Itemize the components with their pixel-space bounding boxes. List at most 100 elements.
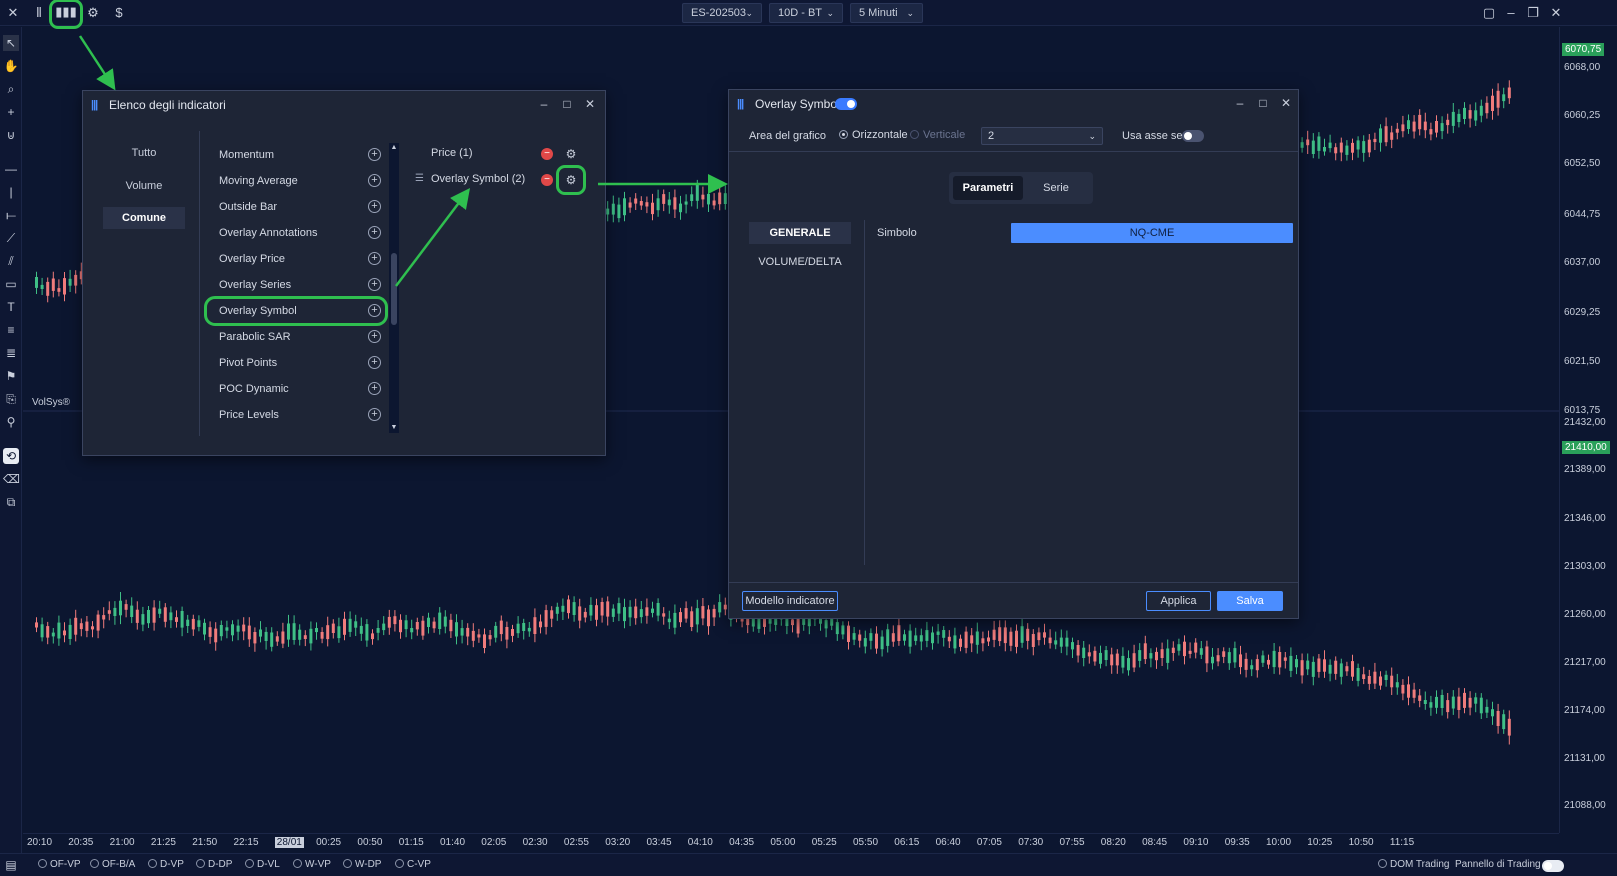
- maximize-icon[interactable]: □: [1259, 96, 1267, 110]
- indicator-item[interactable]: Parabolic SAR +: [207, 325, 385, 349]
- sec-axis-toggle[interactable]: [1182, 130, 1204, 142]
- add-icon[interactable]: +: [368, 330, 381, 343]
- minimize-icon[interactable]: –: [540, 97, 548, 111]
- measure-icon[interactable]: ⚲: [6, 415, 16, 429]
- add-icon[interactable]: +: [368, 304, 381, 317]
- apply-button[interactable]: Applica: [1146, 591, 1211, 611]
- added-indicator-overlay-symbol[interactable]: ☰ Overlay Symbol (2) − ⚙: [413, 165, 586, 195]
- vertical-line-icon[interactable]: |: [9, 185, 13, 199]
- save-button[interactable]: Salva: [1217, 591, 1283, 611]
- rectangle-icon[interactable]: ▭: [5, 277, 17, 291]
- zoom-icon[interactable]: ⌕: [7, 82, 15, 96]
- add-icon[interactable]: +: [368, 148, 381, 161]
- dollar-icon[interactable]: $: [115, 5, 123, 20]
- scrollbar[interactable]: ▲ ▼: [389, 143, 399, 433]
- profile-option[interactable]: OF-B/A: [90, 859, 135, 870]
- interval-dropdown[interactable]: 5 Minuti ⌄: [850, 3, 923, 23]
- add-icon[interactable]: +: [368, 278, 381, 291]
- horizontal-radio[interactable]: Orizzontale: [839, 129, 908, 141]
- settings-icon[interactable]: ⚙: [87, 5, 99, 20]
- nav-volume-delta[interactable]: VOLUME/DELTA: [758, 256, 842, 268]
- tab-parameters[interactable]: Parametri: [953, 176, 1023, 200]
- indicator-item[interactable]: Overlay Price +: [207, 247, 385, 271]
- add-icon[interactable]: +: [368, 174, 381, 187]
- profile-option[interactable]: OF-VP: [38, 859, 81, 870]
- cursor-icon[interactable]: ↖: [3, 35, 19, 51]
- note-icon[interactable]: ⎘: [6, 392, 16, 406]
- indicator-item[interactable]: Pivot Points +: [207, 351, 385, 375]
- trendline-icon[interactable]: ⟋: [6, 231, 16, 245]
- close-icon[interactable]: ✕: [7, 5, 19, 20]
- minimize-icon[interactable]: –: [1507, 5, 1515, 20]
- profile-option[interactable]: D-VL: [245, 859, 280, 870]
- hand-icon[interactable]: ✋: [3, 59, 19, 73]
- dialog-header[interactable]: ||| Overlay Symbol – □ ✕: [729, 90, 1298, 118]
- category-common[interactable]: Comune: [103, 207, 185, 229]
- profile-option[interactable]: C-VP: [395, 859, 431, 870]
- symbol-field[interactable]: NQ-CME: [1011, 223, 1293, 243]
- range-dropdown[interactable]: 10D - BT ⌄: [769, 3, 843, 23]
- gear-icon[interactable]: ⚙: [565, 147, 577, 161]
- crosshair-icon[interactable]: +: [7, 105, 15, 119]
- layout-icon[interactable]: ▢: [1482, 5, 1496, 20]
- magnet-icon[interactable]: ⊍: [6, 128, 16, 142]
- layers-icon[interactable]: ⧉: [6, 495, 16, 509]
- added-indicator-price[interactable]: Price (1) − ⚙: [413, 143, 583, 165]
- profile-option[interactable]: D-DP: [196, 859, 232, 870]
- profile-option[interactable]: W-VP: [293, 859, 331, 870]
- add-icon[interactable]: +: [368, 252, 381, 265]
- lock-draw-icon[interactable]: ⟲: [3, 448, 19, 464]
- indicator-item[interactable]: Overlay Annotations +: [207, 221, 385, 245]
- nav-general[interactable]: GENERALE: [749, 222, 851, 244]
- eraser-icon[interactable]: ⌫: [3, 472, 20, 486]
- indicator-item[interactable]: Price Levels +: [207, 403, 385, 427]
- indicator-item[interactable]: POC Dynamic +: [207, 377, 385, 401]
- minimize-icon[interactable]: –: [1236, 96, 1244, 110]
- category-all[interactable]: Tutto: [131, 147, 157, 159]
- category-volume[interactable]: Volume: [125, 180, 163, 192]
- dom-trading-radio[interactable]: DOM Trading: [1378, 859, 1449, 870]
- close-window-icon[interactable]: ✕: [1550, 5, 1562, 20]
- add-icon[interactable]: +: [368, 226, 381, 239]
- scroll-up-icon[interactable]: ▲: [390, 144, 398, 151]
- horizontal-line-icon[interactable]: —: [5, 162, 17, 176]
- indicator-template-button[interactable]: Modello indicatore: [742, 591, 838, 611]
- ray-icon[interactable]: ⟝: [6, 208, 16, 222]
- indicator-item[interactable]: Momentum +: [207, 143, 385, 167]
- close-icon[interactable]: ✕: [1280, 96, 1292, 110]
- enable-toggle[interactable]: [835, 98, 857, 110]
- candles-icon[interactable]: ⫴: [36, 5, 42, 20]
- fib-icon[interactable]: ≣: [5, 346, 17, 360]
- add-icon[interactable]: +: [368, 356, 381, 369]
- panel-select[interactable]: 2 ⌄: [981, 127, 1103, 145]
- profile-option[interactable]: D-VP: [148, 859, 184, 870]
- text-icon[interactable]: T: [7, 300, 15, 314]
- dialog-header[interactable]: ||| Elenco degli indicatori – □ ✕: [83, 91, 605, 119]
- restore-icon[interactable]: ❐: [1527, 5, 1539, 20]
- scroll-down-icon[interactable]: ▼: [390, 424, 398, 431]
- close-icon[interactable]: ✕: [584, 97, 596, 111]
- panel-icon[interactable]: ▤: [5, 858, 17, 872]
- list-icon[interactable]: ≡: [7, 323, 15, 337]
- tab-series[interactable]: Serie: [1043, 182, 1069, 194]
- flag-icon[interactable]: ⚑: [5, 369, 17, 383]
- channel-icon[interactable]: ⫽: [8, 254, 14, 268]
- vertical-radio[interactable]: Verticale: [910, 129, 965, 141]
- indicator-item[interactable]: Outside Bar +: [207, 195, 385, 219]
- drag-handle-icon[interactable]: ☰: [415, 173, 424, 184]
- price-axis[interactable]: 6070,75 6068,00 6060,25 6052,50 6044,75 6037,…: [1559, 27, 1617, 833]
- add-icon[interactable]: +: [368, 382, 381, 395]
- remove-icon[interactable]: −: [541, 148, 553, 160]
- scroll-thumb[interactable]: [391, 253, 397, 325]
- indicator-item[interactable]: Overlay Symbol +: [204, 296, 388, 326]
- symbol-dropdown[interactable]: ES-202503 ⌄: [682, 3, 762, 23]
- indicator-item[interactable]: Moving Average +: [207, 169, 385, 193]
- remove-icon[interactable]: −: [541, 174, 553, 186]
- maximize-icon[interactable]: □: [563, 97, 571, 111]
- add-icon[interactable]: +: [368, 408, 381, 421]
- gear-icon[interactable]: ⚙: [556, 165, 586, 195]
- trading-panel-toggle[interactable]: [1542, 860, 1564, 872]
- time-axis[interactable]: 20:10 20:35 21:00 21:25 21:50 22:15 28/01 00:25…: [23, 833, 1559, 853]
- profile-option[interactable]: W-DP: [343, 859, 381, 870]
- add-icon[interactable]: +: [368, 200, 381, 213]
